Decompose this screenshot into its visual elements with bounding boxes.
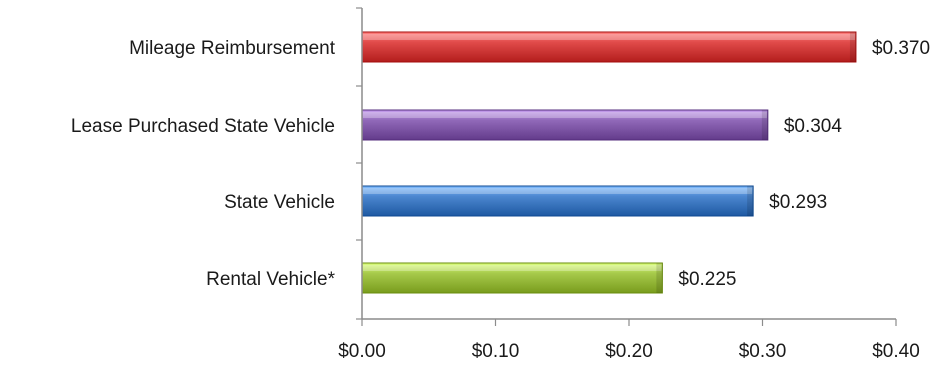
bar-endcap-0 [849, 32, 856, 62]
bar-0 [361, 31, 857, 63]
bars-layer [361, 31, 857, 294]
axes-layer [356, 7, 897, 326]
bar-highlight-2 [363, 188, 753, 194]
bar-group-3 [361, 262, 663, 294]
bar-highlight-0 [363, 34, 855, 40]
bar-endcap-1 [761, 110, 768, 140]
bar-group-2 [361, 185, 754, 217]
labels-layer: Mileage Reimbursement $0.370 Lease Purchas… [71, 38, 930, 362]
category-label-1: Lease Purchased State Vehicle [71, 116, 335, 137]
bar-endcap-3 [656, 263, 663, 293]
bar-group-0 [361, 31, 857, 63]
bar-highlight-1 [363, 112, 767, 118]
value-label-0: $0.370 [872, 38, 930, 59]
x-tick-label-4: $0.40 [872, 341, 920, 362]
value-label-2: $0.293 [769, 192, 827, 213]
bar-2 [361, 185, 754, 217]
bar-3 [361, 262, 663, 294]
category-label-3: Rental Vehicle* [206, 269, 335, 290]
x-tick-label-3: $0.30 [739, 341, 787, 362]
category-label-2: State Vehicle [224, 192, 335, 213]
category-label-0: Mileage Reimbursement [129, 38, 336, 59]
value-label-3: $0.225 [678, 269, 736, 290]
bar-highlight-3 [363, 265, 662, 271]
x-tick-label-1: $0.10 [472, 341, 520, 362]
bar-endcap-2 [747, 186, 754, 216]
x-tick-label-0: $0.00 [338, 341, 386, 362]
bar-group-1 [361, 109, 769, 141]
value-label-1: $0.304 [784, 116, 843, 137]
bar-1 [361, 109, 769, 141]
x-tick-label-2: $0.20 [605, 341, 653, 362]
